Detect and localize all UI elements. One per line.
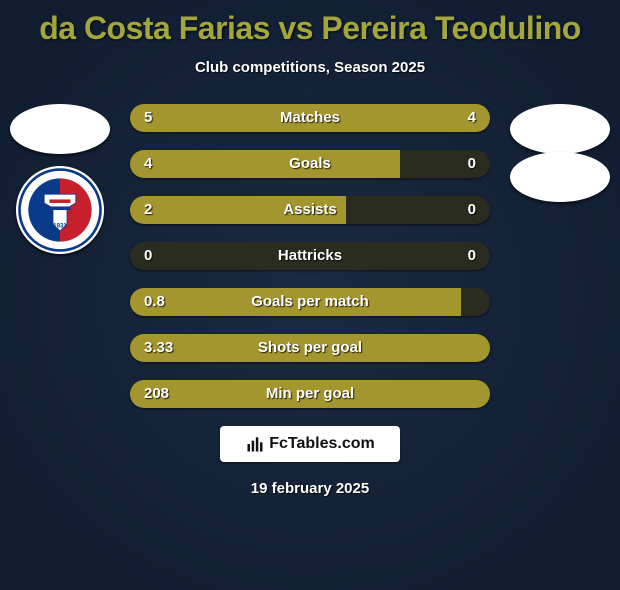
- stat-label: Matches: [130, 104, 490, 132]
- stat-bars-container: 54Matches 40Goals 20Assists 00Hattricks 0.8G…: [130, 104, 490, 408]
- stat-row: 20Assists: [130, 196, 490, 224]
- bahia-crest-icon: 1931: [16, 166, 104, 254]
- brand-text: FcTables.com: [269, 435, 375, 453]
- stat-label: Assists: [130, 196, 490, 224]
- club-right-placeholder-icon: [510, 152, 610, 202]
- footer-date: 19 february 2025: [0, 480, 620, 497]
- crest-year: 1931: [53, 223, 67, 230]
- stat-label: Hattricks: [130, 242, 490, 270]
- stat-row: 0.8Goals per match: [130, 288, 490, 316]
- bar-chart-icon: [245, 434, 265, 454]
- player-right-placeholder-icon: [510, 104, 610, 154]
- stat-label: Min per goal: [130, 380, 490, 408]
- stat-row: 40Goals: [130, 150, 490, 178]
- stat-label: Goals per match: [130, 288, 490, 316]
- player-left-placeholder-icon: [10, 104, 110, 154]
- stat-row: 208Min per goal: [130, 380, 490, 408]
- stat-row: 3.33Shots per goal: [130, 334, 490, 362]
- comparison-stage: 1931 54Matches 40Goals 20Assists 00Hattrick…: [0, 104, 620, 408]
- stat-label: Shots per goal: [130, 334, 490, 362]
- club-left-logo: 1931: [16, 166, 104, 254]
- page-title: da Costa Farias vs Pereira Teodulino: [0, 10, 620, 47]
- stat-label: Goals: [130, 150, 490, 178]
- stat-row: 54Matches: [130, 104, 490, 132]
- page-subtitle: Club competitions, Season 2025: [0, 59, 620, 76]
- brand-footer: FcTables.com: [220, 426, 400, 462]
- stat-row: 00Hattricks: [130, 242, 490, 270]
